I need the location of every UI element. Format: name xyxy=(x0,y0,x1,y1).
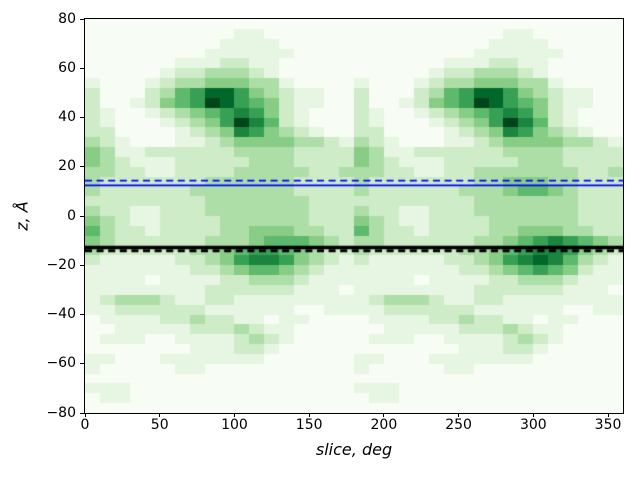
x-tick-mark xyxy=(383,413,385,417)
x-tick-mark xyxy=(607,413,609,417)
x-tick-label: 300 xyxy=(519,417,547,433)
y-tick-label: −20 xyxy=(46,256,76,273)
x-tick-label: 250 xyxy=(445,417,472,433)
y-tick-mark xyxy=(80,18,84,20)
y-tick-mark xyxy=(80,215,84,217)
x-tick-mark xyxy=(233,413,235,417)
x-axis-label: slice, deg xyxy=(315,440,393,459)
x-tick-mark xyxy=(308,413,310,417)
y-tick-mark xyxy=(80,363,84,365)
x-tick-mark xyxy=(84,413,86,417)
heatmap-canvas xyxy=(85,19,623,413)
y-tick-mark xyxy=(80,314,84,315)
y-tick-label: 60 xyxy=(58,59,76,76)
x-tick-mark xyxy=(159,413,161,417)
y-tick-label: −80 xyxy=(46,404,76,421)
y-tick-mark xyxy=(80,264,84,266)
y-tick-mark xyxy=(80,412,84,414)
y-tick-label: 20 xyxy=(58,158,76,175)
y-tick-mark xyxy=(80,117,84,118)
y-tick-mark xyxy=(80,67,84,69)
y-tick-label: −40 xyxy=(46,306,76,322)
x-tick-label: 100 xyxy=(221,417,248,433)
x-tick-label: 200 xyxy=(370,417,398,433)
y-tick-label: −60 xyxy=(46,355,76,372)
plot-area xyxy=(84,18,624,414)
y-tick-label: 0 xyxy=(67,207,76,224)
y-tick-label: 80 xyxy=(58,10,76,27)
x-tick-mark xyxy=(458,413,460,417)
y-tick-mark xyxy=(80,166,84,168)
y-tick-label: 40 xyxy=(58,109,76,125)
x-tick-label: 150 xyxy=(295,417,323,433)
x-tick-label: 350 xyxy=(594,417,622,433)
x-tick-mark xyxy=(532,413,534,417)
x-tick-label: 0 xyxy=(80,417,90,433)
x-tick-label: 50 xyxy=(150,417,169,433)
y-axis-label: z, Å xyxy=(12,201,32,231)
